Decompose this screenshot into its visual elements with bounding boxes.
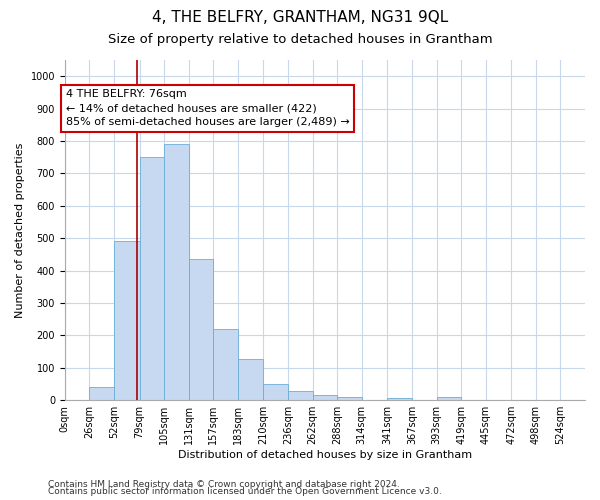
Text: 4 THE BELFRY: 76sqm
← 14% of detached houses are smaller (422)
85% of semi-detac: 4 THE BELFRY: 76sqm ← 14% of detached ho… <box>66 89 349 127</box>
Bar <box>114 242 140 400</box>
Bar <box>164 144 188 400</box>
X-axis label: Distribution of detached houses by size in Grantham: Distribution of detached houses by size … <box>178 450 472 460</box>
Text: Contains HM Land Registry data © Crown copyright and database right 2024.: Contains HM Land Registry data © Crown c… <box>48 480 400 489</box>
Bar <box>337 397 362 400</box>
Bar <box>89 387 114 400</box>
Bar <box>313 396 337 400</box>
Bar <box>263 384 288 400</box>
Y-axis label: Number of detached properties: Number of detached properties <box>15 142 25 318</box>
Bar <box>288 391 313 400</box>
Text: Size of property relative to detached houses in Grantham: Size of property relative to detached ho… <box>107 32 493 46</box>
Bar <box>238 359 263 400</box>
Bar <box>140 157 164 400</box>
Text: 4, THE BELFRY, GRANTHAM, NG31 9QL: 4, THE BELFRY, GRANTHAM, NG31 9QL <box>152 10 448 25</box>
Bar <box>188 260 213 400</box>
Text: Contains public sector information licensed under the Open Government Licence v3: Contains public sector information licen… <box>48 487 442 496</box>
Bar <box>213 329 238 400</box>
Bar <box>388 398 412 400</box>
Bar <box>437 398 461 400</box>
